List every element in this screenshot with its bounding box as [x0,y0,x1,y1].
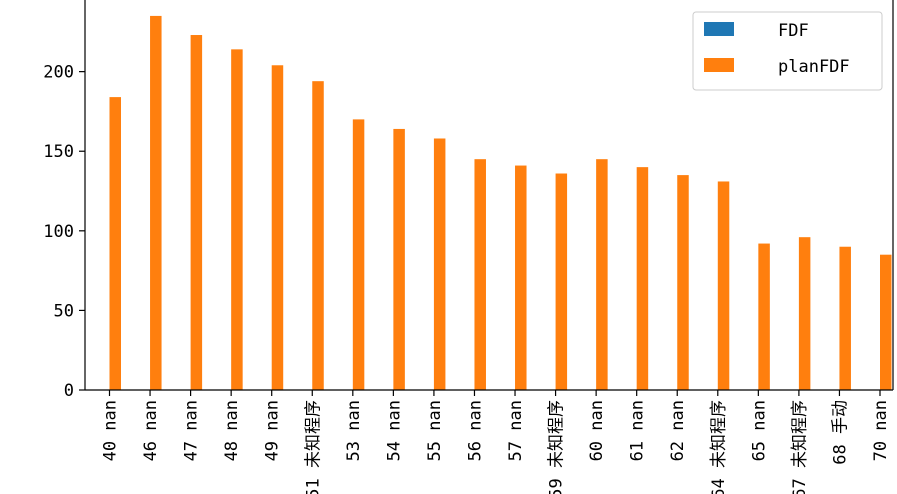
x-tick-label-10: 57 nan [506,400,526,461]
y-tick-label-200: 200 [43,63,74,83]
bar-planfdf-16 [758,243,770,390]
x-tick-label-3: 48 nan [222,400,242,461]
x-axis: 40 nan 46 nan 47 nan 48 nan 49 nan 51 未知程序 53 … [101,390,891,494]
bar-planfdf-11 [555,173,568,390]
bar-planfdf-14 [677,175,689,390]
x-tick-label-2: 47 nan [182,400,202,461]
bar-planfdf-0 [109,97,121,390]
x-tick-label-12: 60 nan [587,400,607,461]
bar-planfdf-15 [717,181,730,390]
legend-label-planfdf: planFDF [778,57,850,77]
y-tick-label-0: 0 [64,381,74,401]
x-tick-label-4: 49 nan [263,400,283,461]
y-axis: 0 50 100 150 200 [43,63,85,401]
x-tick-label-19: 70 nan [871,400,891,461]
bar-planfdf-3 [231,49,243,390]
y-tick-label-150: 150 [43,142,74,162]
bar-planfdf-18 [839,246,851,390]
bar-planfdf-2 [190,35,203,391]
x-tick-label-5: 51 未知程序 [303,400,323,494]
legend-swatch-fdf [704,22,734,36]
x-tick-label-18: 68 手动 [830,400,850,465]
bar-planfdf-6 [352,119,365,390]
x-tick-label-7: 54 nan [384,400,404,461]
bar-planfdf-12 [596,159,608,390]
legend-label-fdf: FDF [778,21,809,41]
x-tick-label-16: 65 nan [749,400,769,461]
legend-swatch-planfdf [704,58,734,72]
x-tick-label-11: 59 未知程序 [547,400,567,494]
y-tick-label-50: 50 [54,301,74,321]
bar-planfdf-10 [515,165,527,390]
bar-planfdf-1 [150,15,162,390]
x-tick-label-15: 64 未知程序 [709,400,729,494]
x-tick-label-14: 62 nan [668,400,688,461]
bar-planfdf-5 [312,81,324,391]
bar-planfdf-17 [798,237,811,390]
legend-box [692,11,883,91]
x-tick-label-9: 56 nan [465,400,485,461]
y-tick-label-100: 100 [43,222,74,242]
x-tick-label-8: 55 nan [425,400,445,461]
bar-planfdf-19 [880,254,892,390]
x-tick-label-1: 46 nan [141,400,161,461]
bar-planfdf-4 [271,65,284,391]
x-tick-label-0: 40 nan [101,400,121,461]
bars-group [109,15,892,391]
x-tick-label-13: 61 nan [628,400,648,461]
bar-planfdf-8 [433,138,446,390]
x-tick-label-6: 53 nan [344,400,364,461]
bar-planfdf-9 [474,159,486,390]
x-tick-label-17: 67 未知程序 [790,400,810,494]
bar-planfdf-13 [636,167,649,390]
bar-planfdf-7 [393,128,405,390]
legend: FDF planFDF [692,11,883,91]
